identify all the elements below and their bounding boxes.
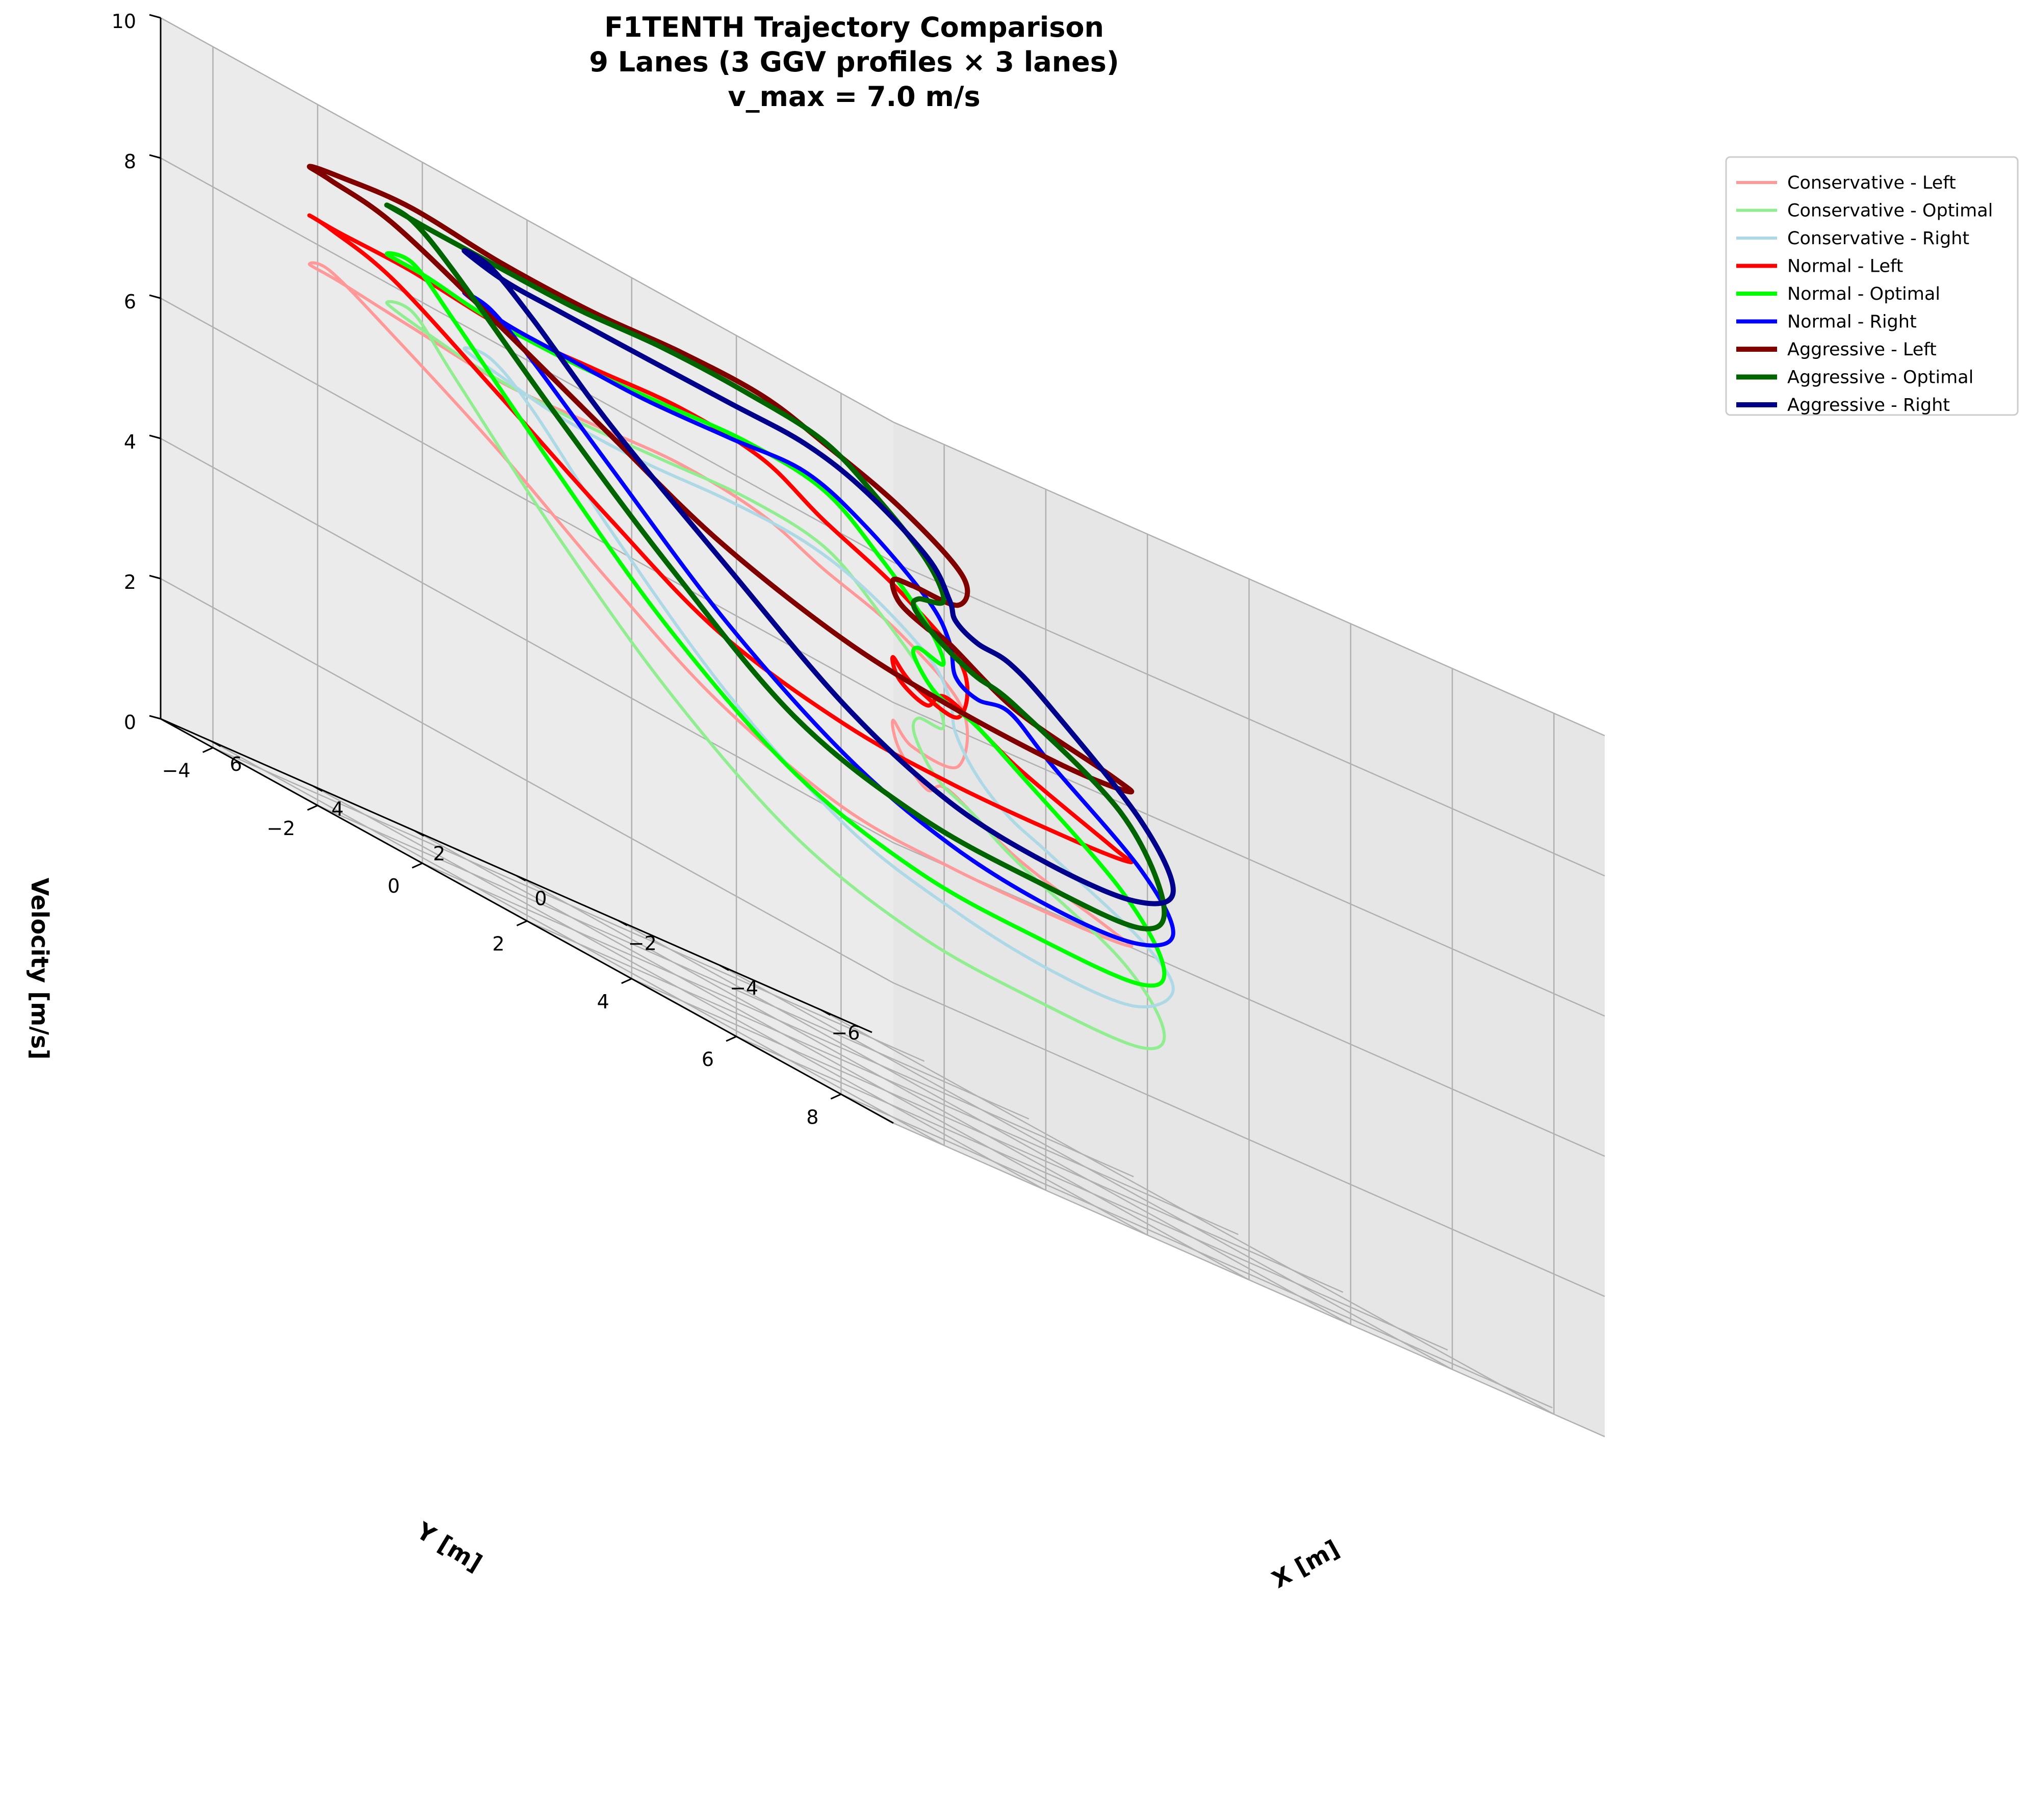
chart-title-line-1: F1TENTH Trajectory Comparison xyxy=(604,11,1104,43)
x-tick-label: 0 xyxy=(534,888,547,910)
z-tick-label: 10 xyxy=(112,10,136,33)
legend: Conservative - Left Conservative - Optima… xyxy=(1725,156,2019,416)
z-tick-mark xyxy=(149,154,161,159)
chart-title-line-3: v_max = 7.0 m/s xyxy=(728,81,980,113)
y-tick-label: 0 xyxy=(388,875,400,897)
z-tick-mark xyxy=(149,715,161,720)
legend-entry-label: Aggressive - Right xyxy=(1787,395,1950,415)
series-line-aggressive-optimal xyxy=(384,202,1167,931)
gridline-y-floor xyxy=(526,920,1239,1235)
y-tick-label: 8 xyxy=(806,1106,818,1128)
z-tick-label: 2 xyxy=(124,571,136,593)
gridline-y-floor xyxy=(213,747,925,1062)
x-tick-mark xyxy=(719,964,729,971)
z-tick-label: 6 xyxy=(124,291,136,313)
gridline-z-right xyxy=(893,561,1605,877)
x-tick-mark xyxy=(313,785,323,792)
legend-entry-label: Aggressive - Left xyxy=(1787,340,1937,360)
gridline-z-right xyxy=(893,842,1605,1157)
axes-ticks: −6 −4 −2 0 2 4 6 −4 −2 0 2 4 6 8 0 2 4 6 8 10 xyxy=(112,10,860,1128)
y-tick-label: −4 xyxy=(162,760,191,782)
gridline-y-floor xyxy=(631,978,1344,1293)
x-tick-mark xyxy=(211,740,221,747)
legend-frame xyxy=(1725,156,2019,416)
z-tick-label: 0 xyxy=(124,711,136,734)
legend-entry-label: Normal - Right xyxy=(1787,312,1917,332)
z-tick-mark xyxy=(149,294,161,299)
gridline-y-floor xyxy=(317,804,1030,1120)
gridline-y-floor xyxy=(736,1035,1448,1351)
z-axis-label: Velocity [m/s] xyxy=(26,878,54,1060)
legend-entry-label: Normal - Left xyxy=(1787,256,1903,277)
legend-entry-label: Aggressive - Optimal xyxy=(1787,368,1973,388)
legend-entry-label: Conservative - Optimal xyxy=(1787,201,1993,221)
y-tick-mark xyxy=(412,862,423,869)
x-tick-mark xyxy=(820,1009,831,1016)
gridline-z-left xyxy=(160,297,894,704)
series-line-aggressive-right xyxy=(461,248,1176,906)
axes-grid xyxy=(160,17,1605,1438)
series-line-normal-right xyxy=(462,290,1175,948)
series-line-conservative-optimal xyxy=(385,300,1166,1050)
gridline-y-floor xyxy=(422,863,1134,1178)
y-tick-label: 4 xyxy=(597,991,609,1013)
y-tick-label: 6 xyxy=(702,1048,714,1071)
legend-entry-label: Conservative - Left xyxy=(1787,173,1956,193)
legend-entry-label: Normal - Optimal xyxy=(1787,284,1940,304)
x-tick-mark xyxy=(618,920,628,926)
z-tick-label: 8 xyxy=(124,150,136,173)
y-tick-mark xyxy=(621,978,632,984)
gridline-z-right xyxy=(893,1122,1605,1438)
gridline-y-floor xyxy=(840,1094,1553,1409)
x-axis-label: X [m] xyxy=(1267,1535,1344,1594)
legend-entry-label: Conservative - Right xyxy=(1787,228,1969,249)
gridline-z-right xyxy=(893,982,1605,1297)
axes-panes xyxy=(161,18,1605,1437)
y-tick-mark xyxy=(726,1035,737,1042)
chart-title-line-2: 9 Lanes (3 GGV profiles × 3 lanes) xyxy=(589,46,1119,78)
z-tick-mark xyxy=(149,434,161,439)
series-lines xyxy=(306,164,1176,1050)
series-line-conservative-left xyxy=(307,261,1134,948)
x-tick-mark xyxy=(516,875,526,881)
y-tick-label: 2 xyxy=(492,933,504,955)
gridline-z-right xyxy=(893,701,1605,1017)
z-tick-label: 4 xyxy=(124,431,136,453)
gridline-z-right xyxy=(893,421,1605,737)
y-axis-label: Y [m] xyxy=(412,1517,487,1577)
x-tick-mark xyxy=(414,830,424,837)
chart-title: F1TENTH Trajectory Comparison 9 Lanes (3… xyxy=(589,11,1119,113)
gridline-z-left xyxy=(160,437,894,844)
y-tick-mark xyxy=(202,747,214,753)
x-tick-label: 6 xyxy=(230,753,242,775)
x-tick-label: 4 xyxy=(331,798,344,820)
y-tick-mark xyxy=(516,920,528,926)
x-tick-label: 2 xyxy=(433,843,445,865)
y-tick-label: −2 xyxy=(267,817,295,840)
gridline-z-left xyxy=(160,157,894,563)
gridline-z-left xyxy=(160,17,894,423)
series-line-conservative-right xyxy=(462,346,1175,1008)
y-tick-mark xyxy=(307,804,318,811)
x-tick-label: −6 xyxy=(831,1022,860,1044)
z-tick-mark xyxy=(149,575,161,580)
z-tick-mark xyxy=(149,14,161,19)
series-line-normal-left xyxy=(307,213,1134,865)
x-tick-label: −4 xyxy=(730,977,758,999)
y-tick-mark xyxy=(830,1093,841,1100)
series-line-normal-optimal xyxy=(384,251,1167,988)
x-tick-label: −2 xyxy=(628,932,657,954)
gridline-z-left xyxy=(160,578,894,984)
